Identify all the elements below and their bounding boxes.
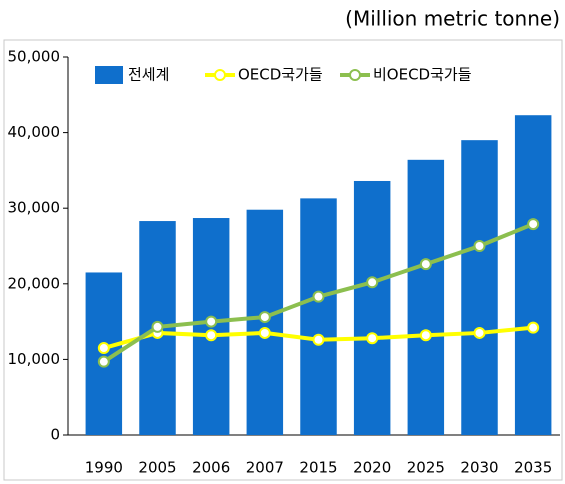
y-tick-label: 30,000 — [8, 199, 61, 217]
marker — [258, 311, 271, 324]
x-tick-label: 2020 — [353, 459, 391, 477]
marker — [97, 342, 110, 355]
x-tick-label: 2007 — [246, 459, 284, 477]
marker — [473, 240, 486, 252]
bar — [461, 140, 498, 435]
marker — [473, 326, 486, 339]
x-tick-label: 2006 — [192, 459, 230, 477]
marker — [312, 333, 325, 346]
marker — [366, 276, 379, 289]
legend-marker — [214, 69, 226, 81]
legend-label: 비OECD국가들 — [373, 66, 472, 84]
x-tick-label: 2015 — [299, 459, 337, 477]
unit-label: (Million metric tonne) — [345, 7, 560, 31]
marker — [258, 326, 271, 339]
marker — [527, 321, 540, 334]
marker — [419, 258, 432, 271]
bar — [514, 115, 552, 435]
y-tick-label: 50,000 — [8, 48, 61, 66]
x-tick-label: 2035 — [514, 459, 552, 477]
marker — [366, 332, 379, 345]
x-tick-label: 2030 — [460, 459, 498, 477]
x-tick-label: 2005 — [138, 459, 176, 477]
marker — [205, 315, 218, 328]
legend-marker — [349, 69, 361, 81]
x-tick-label: 1990 — [85, 459, 123, 477]
marker — [97, 355, 110, 368]
legend-label: OECD국가들 — [238, 66, 323, 84]
y-tick-label: 20,000 — [8, 274, 61, 292]
bar — [300, 198, 337, 435]
y-tick-label: 0 — [50, 426, 60, 444]
marker — [419, 329, 432, 342]
legend-swatch — [95, 66, 123, 84]
marker — [151, 320, 164, 333]
marker — [527, 218, 540, 231]
marker — [205, 329, 218, 342]
legend-label: 전세계 — [128, 66, 169, 84]
y-tick-label: 40,000 — [8, 123, 61, 141]
x-tick-label: 2025 — [407, 459, 445, 477]
bar — [353, 180, 391, 435]
marker — [312, 290, 325, 303]
chart-frame — [3, 39, 563, 481]
y-tick-label: 10,000 — [8, 350, 61, 368]
bar — [407, 159, 445, 436]
